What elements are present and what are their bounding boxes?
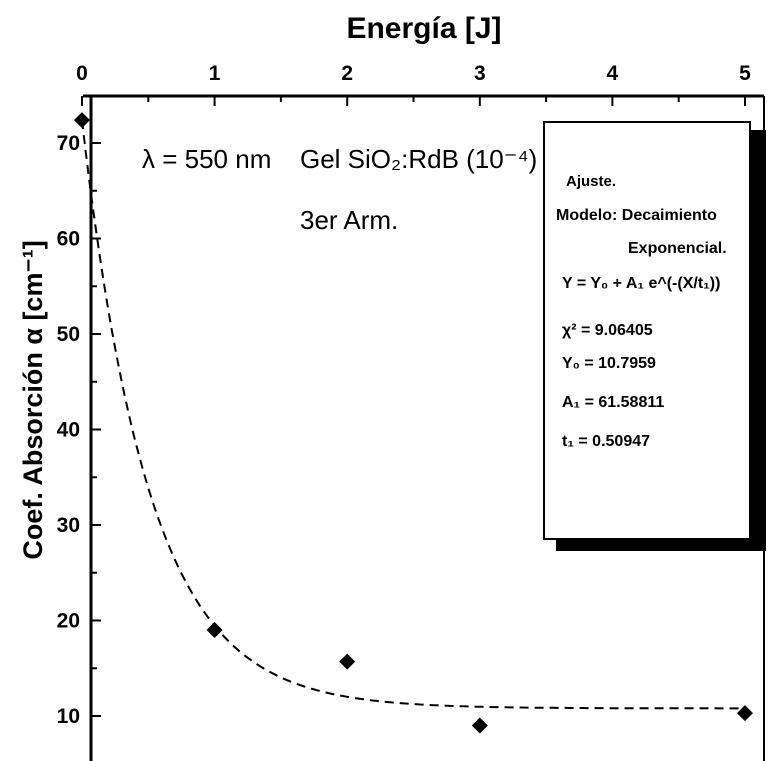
fit-box-panel [543,121,751,540]
data-point-diamond [339,653,356,670]
y-tick-label: 60 [57,228,80,251]
y-tick-label: 70 [57,132,80,155]
x-tick-label: 3 [474,62,486,85]
data-point-diamond [737,705,753,722]
wavelength-annotation: λ = 550 nm [142,144,271,174]
y-tick-label: 10 [57,705,80,728]
y-tick-label: 50 [57,323,80,346]
y-tick-label: 20 [57,610,80,633]
treatment-annotation: 3er Arm. [300,205,398,235]
fit-line-chi2: χ² = 9.06405 [562,322,653,339]
x-axis-ticks: 0 1 2 3 4 5 [76,62,751,106]
y-tick-label: 40 [57,419,80,442]
data-point-diamond [206,622,223,639]
data-point-diamond [74,112,90,129]
y-tick-label: 30 [57,514,80,537]
data-points [74,112,753,734]
fit-line-y0: Y₀ = 10.7959 [562,355,656,372]
y-axis-ticks: 10 20 30 40 50 60 70 [57,132,101,728]
x-tick-label: 5 [739,62,751,85]
x-tick-label: 1 [209,62,221,85]
x-tick-label: 4 [607,62,619,85]
fit-line-a1: A₁ = 61.58811 [562,394,664,411]
x-tick-label: 0 [76,62,88,85]
x-tick-label: 2 [341,62,353,85]
sample-annotation: Gel SiO₂:RdB (10⁻⁴) [300,144,537,174]
fit-line-model-cont: Exponencial. [628,240,727,257]
data-point-diamond [471,717,488,734]
fit-line-equation: Y = Y₀ + A₁ e^(-(X/t₁)) [562,275,720,292]
x-axis-title: Energía [J] [346,12,501,45]
fit-line-t1: t₁ = 0.50947 [562,433,650,450]
fit-line-title: Ajuste. [566,173,616,190]
y-axis-title: Coef. Absorción α [cm⁻¹] [18,240,48,559]
fit-results-box: Ajuste. Modelo: Decaimiento Exponencial.… [543,121,766,551]
fit-line-model: Modelo: Decaimiento [556,207,717,224]
